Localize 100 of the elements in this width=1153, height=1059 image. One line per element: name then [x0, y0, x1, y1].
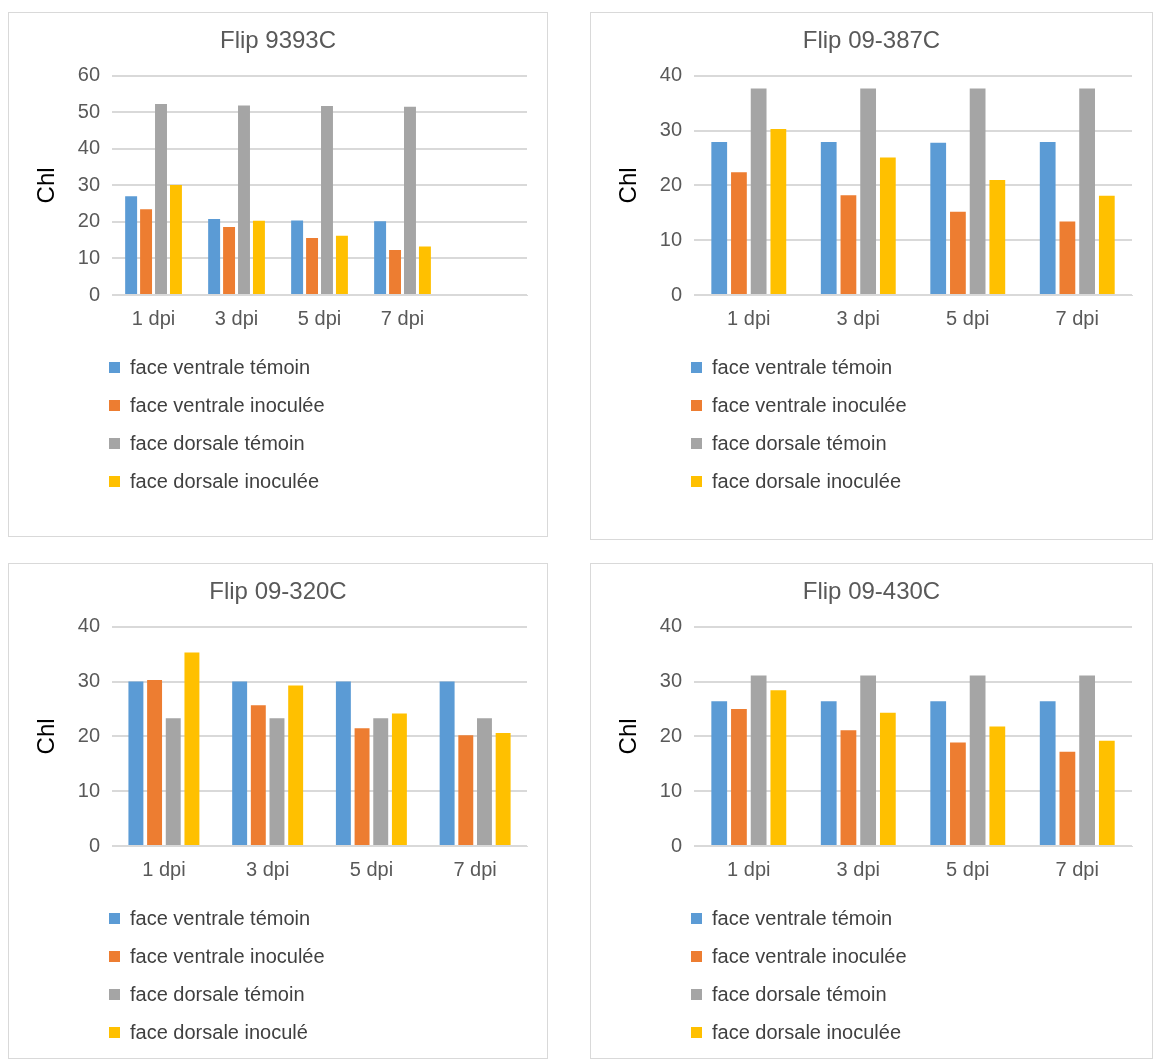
legend-label: face ventrale inoculée	[712, 393, 907, 417]
y-tick-label: 60	[77, 63, 101, 86]
x-tick-label: 1 dpi	[142, 857, 186, 880]
y-axis-title: Chl	[614, 167, 642, 204]
bar	[169, 185, 182, 294]
bar	[750, 675, 767, 845]
bar	[989, 179, 1006, 294]
bar	[306, 238, 319, 294]
legend-label: face dorsale témoin	[130, 982, 305, 1006]
bar	[223, 227, 236, 294]
bar	[840, 195, 857, 294]
x-tick-label: 5 dpi	[946, 306, 990, 329]
bar	[335, 235, 348, 294]
y-tick-label: 10	[77, 778, 101, 801]
bar	[1039, 701, 1056, 845]
bar	[731, 172, 747, 294]
legend-label: face ventrale témoin	[712, 906, 893, 930]
legend-label: face dorsale témoin	[712, 982, 887, 1006]
y-tick-label: 10	[659, 778, 683, 801]
legend-label: face ventrale témoin	[712, 355, 893, 379]
bar	[989, 726, 1006, 845]
legend-label: face dorsale inoculée	[712, 1020, 902, 1044]
y-tick-label: 30	[659, 669, 683, 692]
bar	[208, 219, 221, 294]
bar	[1098, 195, 1115, 294]
bar	[860, 88, 877, 294]
bar	[404, 106, 416, 294]
bar	[477, 718, 492, 845]
bar	[731, 709, 747, 845]
bar	[1059, 221, 1076, 294]
chart-title: Flip 9393C	[219, 26, 337, 54]
legend-label: face dorsale témoin	[712, 431, 887, 455]
bar	[288, 685, 304, 845]
legend-label: face dorsale inoculé	[130, 1020, 308, 1044]
bar	[335, 681, 351, 845]
bar	[238, 105, 250, 294]
legend-label: face ventrale témoin	[130, 355, 311, 379]
bar	[439, 681, 455, 845]
bar	[1039, 142, 1056, 294]
chart-title: Flip 09-430C	[802, 577, 941, 605]
bar	[1079, 88, 1095, 294]
y-axis-title: Chl	[32, 718, 60, 755]
y-tick-label: 30	[77, 669, 101, 692]
bar	[930, 701, 947, 845]
y-tick-label: 40	[77, 614, 101, 637]
x-tick-label: 3 dpi	[836, 306, 880, 329]
bar	[950, 742, 966, 845]
legend-label: face ventrale inoculée	[130, 393, 325, 417]
bar	[232, 681, 248, 845]
y-tick-label: 20	[659, 172, 683, 195]
y-tick-label: 40	[659, 63, 683, 86]
x-tick-label: 1 dpi	[727, 306, 771, 329]
x-tick-label: 7 dpi	[1055, 306, 1099, 329]
bar	[1079, 675, 1095, 845]
bar	[321, 106, 333, 294]
y-tick-label: 0	[88, 282, 101, 305]
x-tick-label: 7 dpi	[1055, 857, 1099, 880]
bar	[820, 701, 837, 845]
bar	[458, 735, 474, 845]
bar	[711, 142, 728, 294]
bar	[860, 675, 877, 845]
bar	[711, 701, 728, 845]
x-tick-label: 1 dpi	[131, 306, 176, 329]
x-tick-label: 5 dpi	[349, 857, 394, 880]
y-tick-label: 20	[659, 723, 683, 746]
y-tick-label: 20	[77, 723, 101, 746]
bar	[155, 103, 167, 294]
y-tick-label: 0	[88, 833, 101, 856]
bar	[165, 718, 181, 845]
bar	[252, 220, 265, 294]
y-tick-label: 10	[659, 227, 683, 250]
x-tick-label: 7 dpi	[453, 857, 497, 880]
bar	[750, 88, 767, 294]
bar	[969, 675, 986, 845]
legend-label: face ventrale témoin	[130, 906, 311, 930]
bar	[930, 142, 947, 294]
bar	[269, 718, 285, 845]
bar	[184, 652, 200, 845]
bar	[391, 713, 407, 845]
y-tick-label: 0	[670, 282, 683, 305]
bar	[128, 681, 144, 845]
bar	[840, 730, 857, 845]
bar	[770, 128, 787, 294]
bar	[374, 221, 387, 294]
legend-label: face dorsale témoin	[130, 431, 305, 455]
bar	[140, 209, 153, 294]
legend-label: face ventrale inoculée	[712, 944, 907, 968]
y-tick-label: 30	[77, 172, 101, 195]
bar	[820, 142, 837, 294]
y-tick-label: 30	[659, 118, 683, 141]
bar	[354, 728, 370, 845]
chart-title: Flip 09-320C	[209, 577, 347, 605]
x-tick-label: 7 dpi	[380, 306, 425, 329]
legend-label: face dorsale inoculée	[712, 469, 902, 493]
y-tick-label: 40	[77, 136, 101, 159]
y-tick-label: 40	[659, 614, 683, 637]
bar	[373, 718, 389, 845]
bar	[879, 157, 896, 294]
y-tick-label: 10	[77, 245, 101, 268]
bar	[418, 246, 431, 294]
